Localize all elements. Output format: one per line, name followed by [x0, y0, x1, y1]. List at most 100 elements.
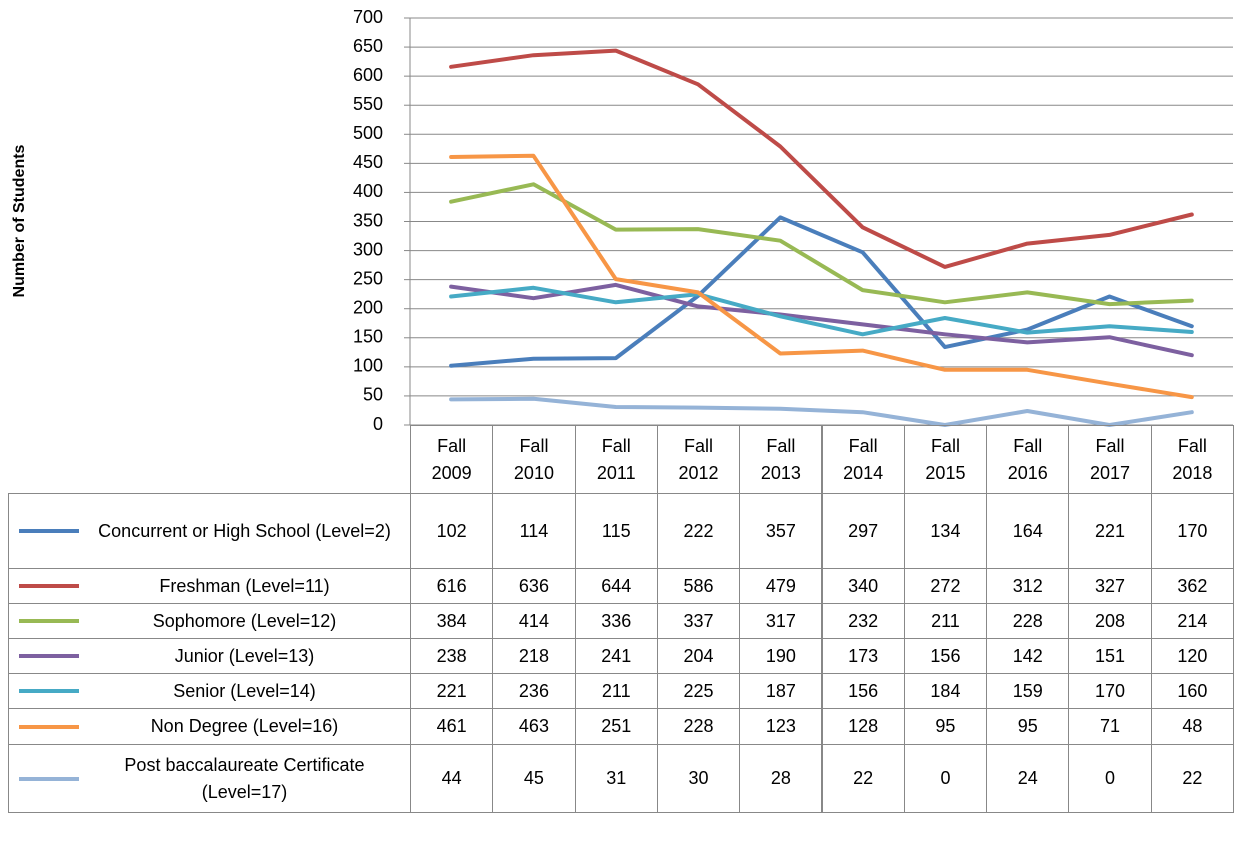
table-value: 22 [1150, 744, 1234, 813]
table-value: 123 [739, 708, 823, 745]
y-tick-label: 250 [353, 268, 383, 288]
table-value: 297 [821, 493, 905, 569]
table-value: 636 [492, 568, 576, 604]
y-axis-label: Number of Students [11, 144, 28, 297]
table-value: 228 [656, 708, 741, 745]
table-value: 45 [492, 744, 576, 813]
y-tick-label: 550 [353, 94, 383, 114]
category-header: Fall 2011 [574, 425, 658, 494]
category-header: Fall 2017 [1068, 425, 1152, 494]
table-value: 71 [1068, 708, 1152, 745]
y-tick-label: 100 [353, 356, 383, 376]
y-tick-label: 600 [353, 65, 383, 85]
table-value: 102 [410, 493, 494, 569]
series-line [449, 285, 1194, 337]
table-value: 221 [410, 673, 494, 709]
table-value: 327 [1068, 568, 1152, 604]
table-value: 156 [821, 673, 905, 709]
table-value: 211 [574, 673, 658, 709]
series-line [449, 396, 1194, 427]
y-tick-label: 500 [353, 123, 383, 143]
category-header: Fall 2012 [656, 425, 741, 494]
table-value: 190 [739, 638, 823, 674]
legend-cell: Freshman (Level=11) [8, 568, 411, 604]
table-value: 114 [492, 493, 576, 569]
table-value: 211 [903, 603, 988, 639]
table-value: 463 [492, 708, 576, 745]
legend-swatch [19, 689, 79, 693]
table-value: 120 [1150, 638, 1234, 674]
category-header: Fall 2013 [739, 425, 823, 494]
category-header: Fall 2018 [1150, 425, 1234, 494]
series-line [449, 282, 1194, 358]
table-value: 225 [656, 673, 741, 709]
table-value: 184 [903, 673, 988, 709]
table-value: 586 [656, 568, 741, 604]
y-tick-label: 700 [353, 7, 383, 27]
legend-label: Junior (Level=13) [174, 645, 315, 666]
legend-swatch [19, 619, 79, 623]
table-value: 31 [574, 744, 658, 813]
legend-cell: Non Degree (Level=16) [8, 708, 411, 745]
table-value: 317 [739, 603, 823, 639]
category-header: Fall 2014 [821, 425, 905, 494]
table-value: 616 [410, 568, 494, 604]
table-value: 312 [986, 568, 1070, 604]
y-tick-label: 0 [373, 414, 383, 434]
table-value: 228 [986, 603, 1070, 639]
y-tick-label: 200 [353, 297, 383, 317]
table-value: 340 [821, 568, 905, 604]
series-line [449, 153, 1194, 400]
table-value: 357 [739, 493, 823, 569]
table-value: 204 [656, 638, 741, 674]
legend-swatch [19, 776, 79, 781]
table-value: 170 [1150, 493, 1234, 569]
table-value: 164 [986, 493, 1070, 569]
legend-label: Post baccalaureate Certificate (Level=17… [124, 755, 365, 802]
table-value: 156 [903, 638, 988, 674]
y-tick-label: 400 [353, 181, 383, 201]
table-value: 128 [821, 708, 905, 745]
table-value: 362 [1150, 568, 1234, 604]
legend-cell: Concurrent or High School (Level=2) [8, 493, 411, 569]
table-value: 44 [410, 744, 494, 813]
table-value: 222 [656, 493, 741, 569]
table-value: 115 [574, 493, 658, 569]
table-value: 337 [656, 603, 741, 639]
category-header: Fall 2016 [986, 425, 1070, 494]
table-value: 644 [574, 568, 658, 604]
legend-label: Freshman (Level=11) [159, 575, 330, 596]
table-value: 479 [739, 568, 823, 604]
table-value: 170 [1068, 673, 1152, 709]
series-line [449, 182, 1194, 307]
table-value: 160 [1150, 673, 1234, 709]
table-value: 159 [986, 673, 1070, 709]
table-value: 221 [1068, 493, 1152, 569]
table-value: 48 [1150, 708, 1234, 745]
y-tick-label: 150 [353, 327, 383, 347]
category-header: Fall 2009 [410, 425, 494, 494]
series-line [449, 48, 1194, 269]
table-value: 22 [821, 744, 905, 813]
table-value: 151 [1068, 638, 1152, 674]
legend-swatch [19, 529, 79, 533]
table-value: 236 [492, 673, 576, 709]
table-value: 95 [903, 708, 988, 745]
table-value: 336 [574, 603, 658, 639]
series-line [449, 215, 1194, 368]
y-tick-label: 350 [353, 210, 383, 230]
legend-label: Sophomore (Level=12) [152, 610, 337, 631]
legend-cell: Post baccalaureate Certificate (Level=17… [8, 744, 411, 813]
table-value: 238 [410, 638, 494, 674]
legend-cell: Junior (Level=13) [8, 638, 411, 674]
legend-label: Concurrent or High School (Level=2) [98, 520, 391, 541]
table-value: 134 [903, 493, 988, 569]
table-value: 384 [410, 603, 494, 639]
table-value: 214 [1150, 603, 1234, 639]
table-value: 0 [903, 744, 988, 813]
table-value: 187 [739, 673, 823, 709]
category-header: Fall 2015 [903, 425, 988, 494]
table-value: 142 [986, 638, 1070, 674]
table-value: 95 [986, 708, 1070, 745]
